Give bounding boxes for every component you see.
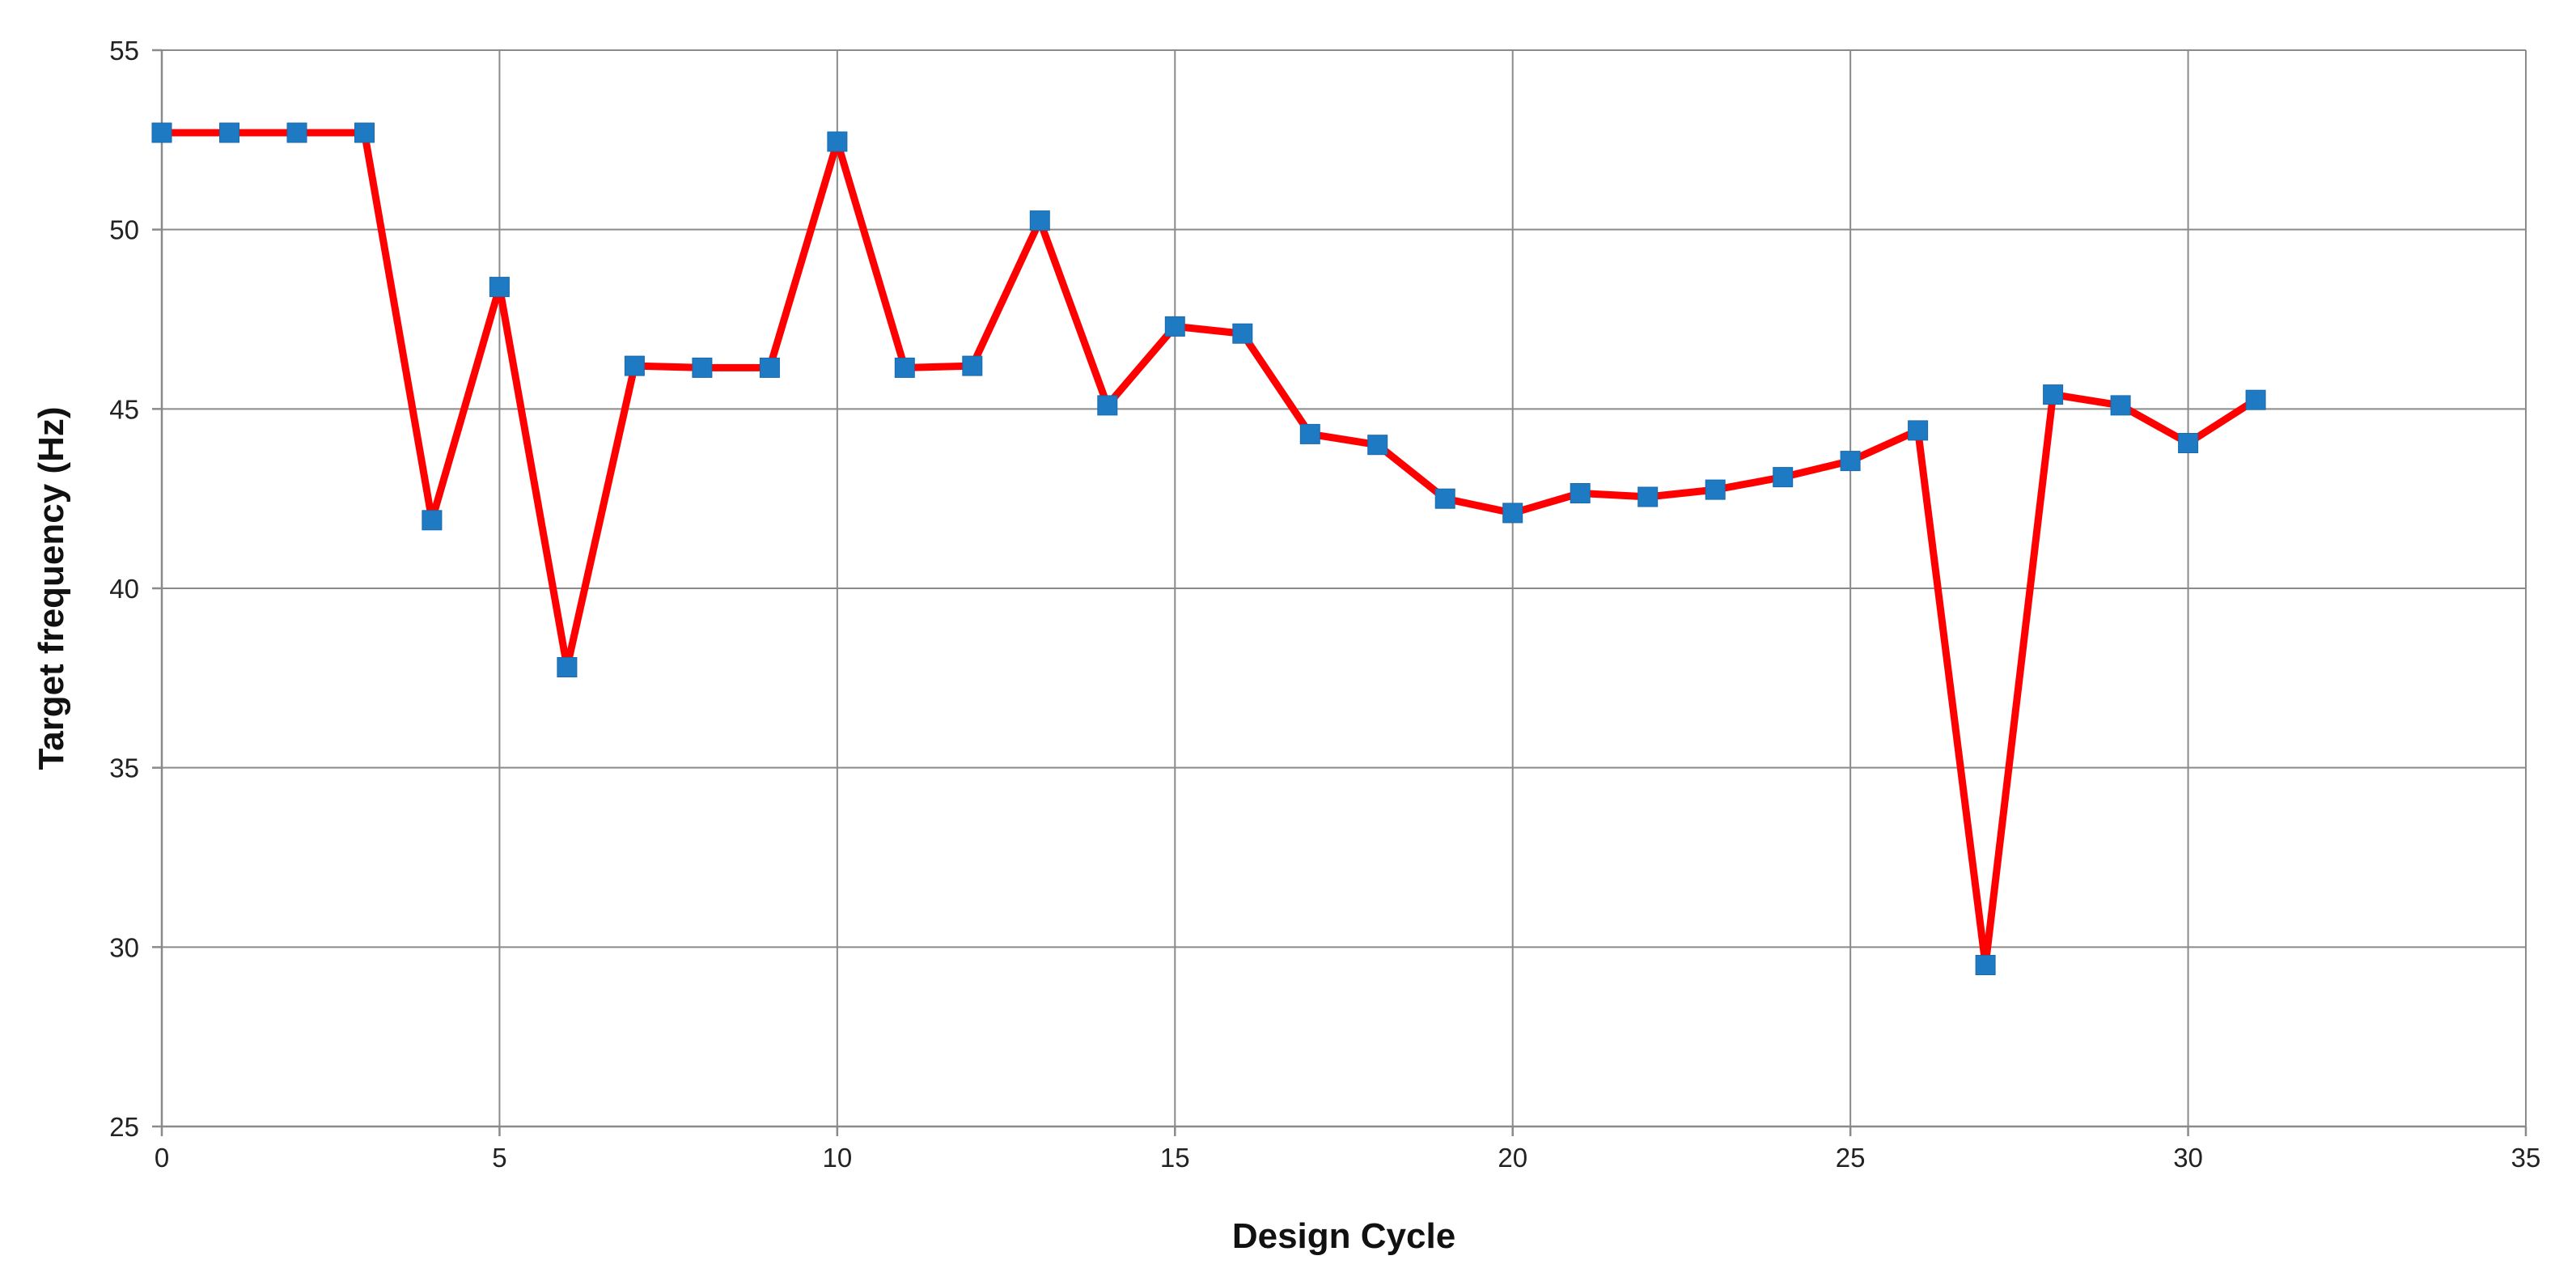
- x-tick-label: 15: [1160, 1143, 1190, 1173]
- data-point-marker: [1097, 395, 1118, 416]
- y-tick-label: 25: [109, 1112, 139, 1142]
- data-point-marker: [151, 122, 172, 143]
- data-point-marker: [692, 357, 713, 378]
- data-point-marker: [1029, 210, 1050, 231]
- series-line: [158, 129, 2260, 969]
- axes: [152, 49, 2527, 1136]
- data-point-marker: [1773, 467, 1794, 488]
- data-point-marker: [1840, 451, 1861, 472]
- y-tick-label: 50: [109, 215, 139, 245]
- data-point-marker: [827, 131, 848, 152]
- data-point-marker: [2110, 395, 2131, 416]
- data-point-marker: [219, 122, 239, 143]
- data-point-marker: [1299, 423, 1320, 444]
- data-point-marker: [1638, 486, 1659, 507]
- data-series: [151, 122, 2266, 975]
- x-axis-title: Design Cycle: [1232, 1216, 1455, 1256]
- x-tick-label: 10: [822, 1143, 852, 1173]
- x-tick-label: 25: [1836, 1143, 1866, 1173]
- data-point-marker: [2178, 433, 2199, 453]
- x-tick-label: 30: [2173, 1143, 2203, 1173]
- data-point-marker: [1434, 488, 1455, 509]
- data-point-marker: [1502, 503, 1523, 524]
- data-point-marker: [489, 277, 510, 298]
- data-point-marker: [624, 355, 645, 376]
- tick-labels: 25 30 35 40 45 50 55 0 5 10 15 20 25 30 35: [109, 36, 2540, 1173]
- data-point-marker: [557, 657, 578, 677]
- data-point-marker: [1570, 483, 1591, 503]
- y-tick-label: 45: [109, 394, 139, 424]
- y-tick-label: 35: [109, 753, 139, 783]
- y-tick-label: 40: [109, 574, 139, 604]
- data-point-marker: [759, 357, 780, 378]
- data-point-marker: [1908, 420, 1929, 441]
- x-tick-label: 5: [492, 1143, 506, 1173]
- data-point-marker: [422, 510, 443, 531]
- data-point-marker: [2245, 389, 2266, 410]
- x-tick-label: 35: [2511, 1143, 2541, 1173]
- data-point-marker: [1705, 479, 1726, 500]
- y-tick-label: 30: [109, 932, 139, 962]
- x-tick-label: 20: [1498, 1143, 1527, 1173]
- data-point-marker: [1975, 955, 1996, 975]
- x-tick-label: 0: [155, 1143, 169, 1173]
- data-point-marker: [2043, 384, 2064, 405]
- data-point-marker: [286, 122, 307, 143]
- data-point-marker: [894, 357, 915, 378]
- y-axis-title: Target frequency (Hz): [32, 406, 71, 770]
- data-point-marker: [962, 355, 983, 376]
- data-point-marker: [1232, 323, 1253, 344]
- data-point-marker: [354, 122, 375, 143]
- data-point-marker: [1367, 435, 1388, 456]
- y-tick-label: 55: [109, 36, 139, 66]
- data-point-marker: [1164, 316, 1185, 337]
